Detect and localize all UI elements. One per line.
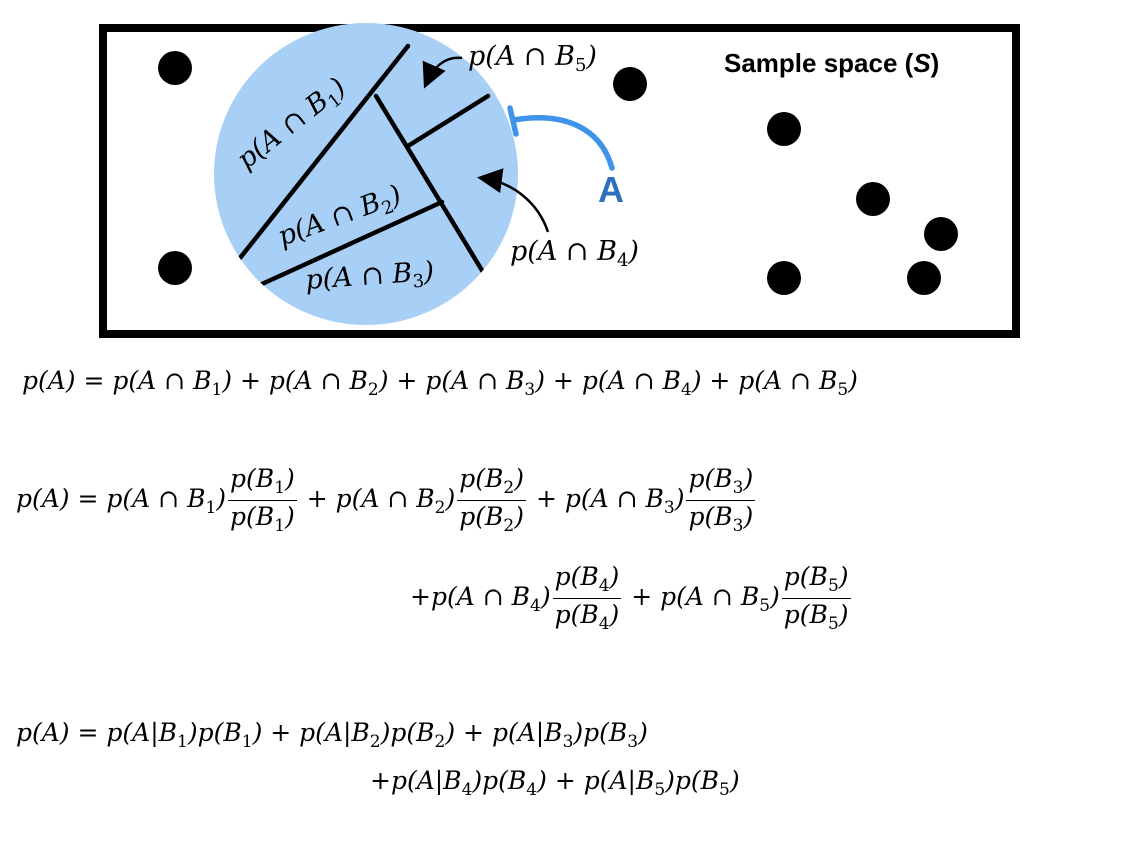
region-label-b5: p(A ∩ B5): [468, 41, 597, 76]
region-label-b4: p(A ∩ B4): [510, 236, 639, 271]
outcome-dot: [158, 51, 192, 85]
event-a-circle: [214, 23, 518, 325]
equation-multiply-by-one-line1: p(A) = p(A ∩ B1) p(B1) p(B1) + p(A ∩ B2) p(…: [16, 464, 756, 536]
equation-total-probability-line2: +p(A|B4)p(B4) + p(A|B5)p(B5): [370, 766, 740, 800]
event-a-pointer: [511, 115, 615, 171]
outcome-dots: [158, 51, 958, 295]
outcome-dot: [158, 251, 192, 285]
equation-sum-of-intersections: p(A) = p(A ∩ B1) + p(A ∩ B2) + p(A ∩ B3)…: [22, 366, 858, 400]
outcome-dot: [767, 261, 801, 295]
partition-lines: [237, 43, 491, 287]
outcome-dot: [767, 112, 801, 146]
equation-multiply-by-one-line2: +p(A ∩ B4) p(B4) p(B4) + p(A ∩ B5) p(B5) p(B…: [410, 562, 851, 634]
sample-space-title: Sample space (S): [724, 48, 939, 78]
sample-space-diagram: Sample space (S) A p(A ∩ B1) p(A ∩ B2) p…: [99, 23, 1020, 338]
equation-total-probability-line1: p(A) = p(A|B1)p(B1) + p(A|B2)p(B2) + p(A…: [16, 718, 648, 752]
event-a-label: A: [598, 169, 624, 210]
arrow-b5: [422, 56, 463, 89]
arrow-b4: [477, 168, 550, 233]
outcome-dot: [613, 67, 647, 101]
outcome-dot: [856, 182, 890, 216]
outcome-dot: [907, 261, 941, 295]
outcome-dot: [924, 217, 958, 251]
sample-space-frame: [99, 24, 1020, 338]
event-a-pointer-cap: [507, 105, 519, 137]
